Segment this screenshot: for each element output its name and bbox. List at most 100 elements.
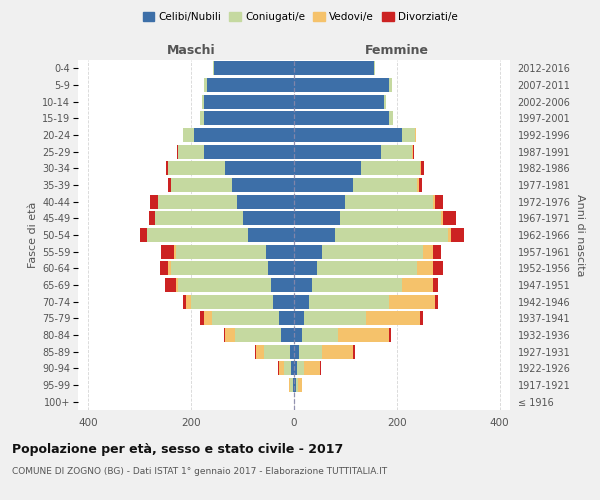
Bar (389, 328, 391, 342)
Bar (271, 278, 294, 292)
Bar (317, 261, 418, 276)
Bar (451, 228, 464, 242)
Bar (296, 378, 298, 392)
Bar (294, 344, 299, 359)
Bar (422, 244, 433, 259)
Bar (178, 278, 271, 292)
Bar (204, 112, 294, 126)
Bar (194, 128, 294, 142)
Bar (284, 361, 292, 376)
Bar (294, 278, 312, 292)
Bar (374, 62, 375, 76)
Bar (389, 78, 392, 92)
Bar (204, 311, 212, 326)
Bar (232, 178, 294, 192)
Bar (402, 278, 433, 292)
Bar (418, 178, 419, 192)
Bar (176, 278, 178, 292)
Bar (412, 144, 413, 159)
Bar (166, 278, 176, 292)
Bar (294, 128, 402, 142)
Text: Maschi: Maschi (167, 44, 215, 57)
Bar (184, 128, 194, 142)
Bar (382, 144, 412, 159)
Bar (361, 162, 420, 175)
Bar (294, 244, 322, 259)
Bar (294, 311, 304, 326)
Bar (204, 78, 206, 92)
Bar (294, 261, 317, 276)
Bar (281, 328, 294, 342)
Bar (419, 178, 422, 192)
Bar (238, 194, 294, 209)
Bar (174, 244, 176, 259)
Bar (421, 162, 424, 175)
Bar (294, 162, 361, 175)
Bar (294, 194, 346, 209)
Y-axis label: Fasce di età: Fasce di età (28, 202, 38, 268)
Bar (448, 228, 451, 242)
Bar (235, 328, 281, 342)
Bar (290, 344, 294, 359)
Bar (184, 294, 186, 308)
Bar (204, 94, 294, 109)
Bar (289, 378, 290, 392)
Bar (302, 328, 338, 342)
Bar (294, 294, 310, 308)
Bar (170, 261, 268, 276)
Bar (353, 178, 418, 192)
Bar (418, 261, 433, 276)
Bar (389, 294, 436, 308)
Bar (296, 361, 304, 376)
Bar (150, 194, 158, 209)
Bar (304, 311, 366, 326)
Bar (242, 211, 294, 226)
Bar (186, 294, 191, 308)
Bar (278, 361, 284, 376)
Bar (384, 94, 386, 109)
Bar (155, 211, 242, 226)
Bar (335, 228, 448, 242)
Bar (433, 278, 438, 292)
Bar (212, 311, 278, 326)
Bar (200, 311, 204, 326)
Bar (294, 211, 340, 226)
Text: Popolazione per età, sesso e stato civile - 2017: Popolazione per età, sesso e stato civil… (12, 442, 343, 456)
Bar (322, 344, 353, 359)
Bar (436, 294, 438, 308)
Bar (168, 162, 224, 175)
Bar (433, 261, 443, 276)
Bar (294, 361, 296, 376)
Bar (312, 278, 402, 292)
Bar (299, 344, 322, 359)
Bar (255, 344, 256, 359)
Bar (224, 328, 235, 342)
Bar (293, 378, 294, 392)
Bar (389, 112, 393, 126)
Bar (264, 344, 290, 359)
Bar (158, 194, 238, 209)
Bar (292, 361, 294, 376)
Bar (202, 94, 204, 109)
Bar (294, 178, 353, 192)
Bar (433, 194, 436, 209)
Bar (248, 228, 294, 242)
Bar (346, 194, 433, 209)
Bar (294, 144, 382, 159)
Bar (214, 62, 294, 76)
Bar (274, 294, 294, 308)
Bar (266, 244, 294, 259)
Text: Femmine: Femmine (365, 44, 429, 57)
Bar (413, 144, 415, 159)
Bar (338, 328, 389, 342)
Bar (160, 261, 168, 276)
Bar (440, 211, 443, 226)
Bar (166, 162, 168, 175)
Bar (140, 228, 148, 242)
Bar (298, 378, 302, 392)
Bar (436, 194, 443, 209)
Bar (304, 361, 320, 376)
Bar (294, 78, 389, 92)
Bar (206, 78, 294, 92)
Bar (148, 228, 248, 242)
